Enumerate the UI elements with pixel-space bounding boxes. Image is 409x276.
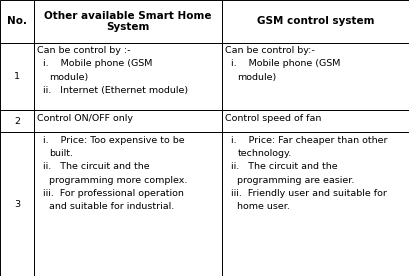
Bar <box>221 110 409 132</box>
Text: i.    Mobile phone (GSM: i. Mobile phone (GSM <box>43 59 152 68</box>
Text: 3: 3 <box>14 200 20 209</box>
Text: 2: 2 <box>14 117 20 126</box>
Text: No.: No. <box>7 16 27 26</box>
Bar <box>34 110 221 132</box>
Bar <box>0 43 34 110</box>
Text: built.: built. <box>49 149 73 158</box>
Text: Can be control by :-: Can be control by :- <box>37 46 130 55</box>
Text: module): module) <box>237 73 276 82</box>
Text: i.    Price: Far cheaper than other: i. Price: Far cheaper than other <box>230 136 387 145</box>
Bar <box>0 132 34 276</box>
Text: iii.  Friendly user and suitable for: iii. Friendly user and suitable for <box>230 189 386 198</box>
Bar <box>0 0 34 43</box>
Text: technology.: technology. <box>237 149 291 158</box>
Text: and suitable for industrial.: and suitable for industrial. <box>49 202 174 211</box>
Text: iii.  For professional operation: iii. For professional operation <box>43 189 183 198</box>
Text: GSM control system: GSM control system <box>256 16 374 26</box>
Bar <box>221 0 409 43</box>
Bar <box>0 110 34 132</box>
Text: Other available Smart Home
System: Other available Smart Home System <box>44 10 211 32</box>
Text: Control ON/OFF only: Control ON/OFF only <box>37 114 133 123</box>
Text: i.    Price: Too expensive to be: i. Price: Too expensive to be <box>43 136 184 145</box>
Text: 1: 1 <box>14 72 20 81</box>
Text: module): module) <box>49 73 88 82</box>
Text: Can be control by:-: Can be control by:- <box>225 46 314 55</box>
Bar <box>34 43 221 110</box>
Text: Control speed of fan: Control speed of fan <box>225 114 321 123</box>
Bar <box>221 132 409 276</box>
Text: i.    Mobile phone (GSM: i. Mobile phone (GSM <box>230 59 339 68</box>
Text: home user.: home user. <box>237 202 290 211</box>
Bar <box>34 132 221 276</box>
Text: ii.   Internet (Ethernet module): ii. Internet (Ethernet module) <box>43 86 187 95</box>
Text: ii.   The circuit and the: ii. The circuit and the <box>230 162 337 171</box>
Text: ii.   The circuit and the: ii. The circuit and the <box>43 162 149 171</box>
Bar <box>34 0 221 43</box>
Text: programming more complex.: programming more complex. <box>49 176 187 185</box>
Bar <box>221 43 409 110</box>
Text: programming are easier.: programming are easier. <box>237 176 354 185</box>
